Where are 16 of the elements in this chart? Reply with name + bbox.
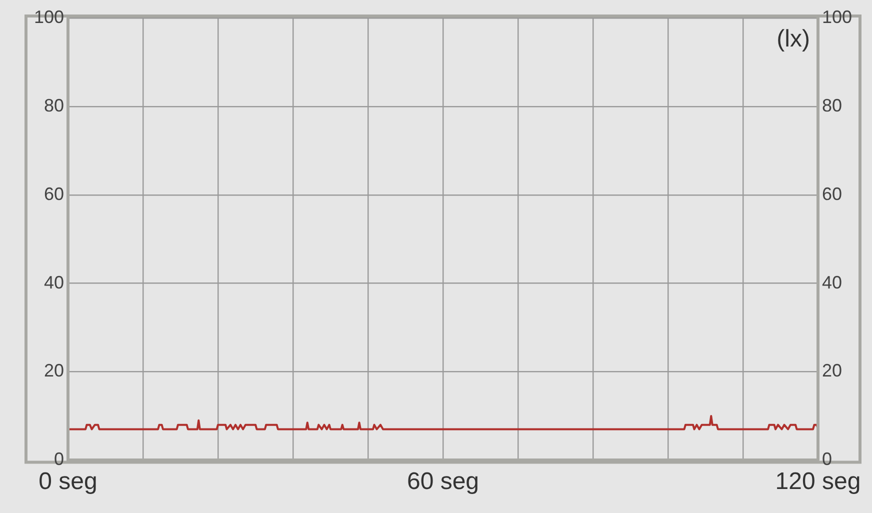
y2-tick-label: 20 [822,360,842,381]
x-tick-label: 0 seg [38,468,98,496]
y2-tick-label: 80 [822,95,842,116]
y2-tick-label: 0 [822,449,832,470]
y-tick-label: 80 [44,95,64,116]
x-tick-label: 60 seg [406,468,480,496]
annotation: (lx) [776,26,810,53]
y-tick-label: 60 [44,184,64,204]
y2-tick-label: 100 [822,6,852,27]
y-tick-label: 100 [34,6,64,27]
y-tick-label: 40 [44,272,64,292]
y-tick-label: 20 [44,360,64,381]
y-tick-label: 0 [54,449,64,470]
x-tick-label: 120 seg [775,468,861,496]
y2-tick-label: 40 [822,272,842,292]
y2-tick-label: 60 [822,184,842,204]
